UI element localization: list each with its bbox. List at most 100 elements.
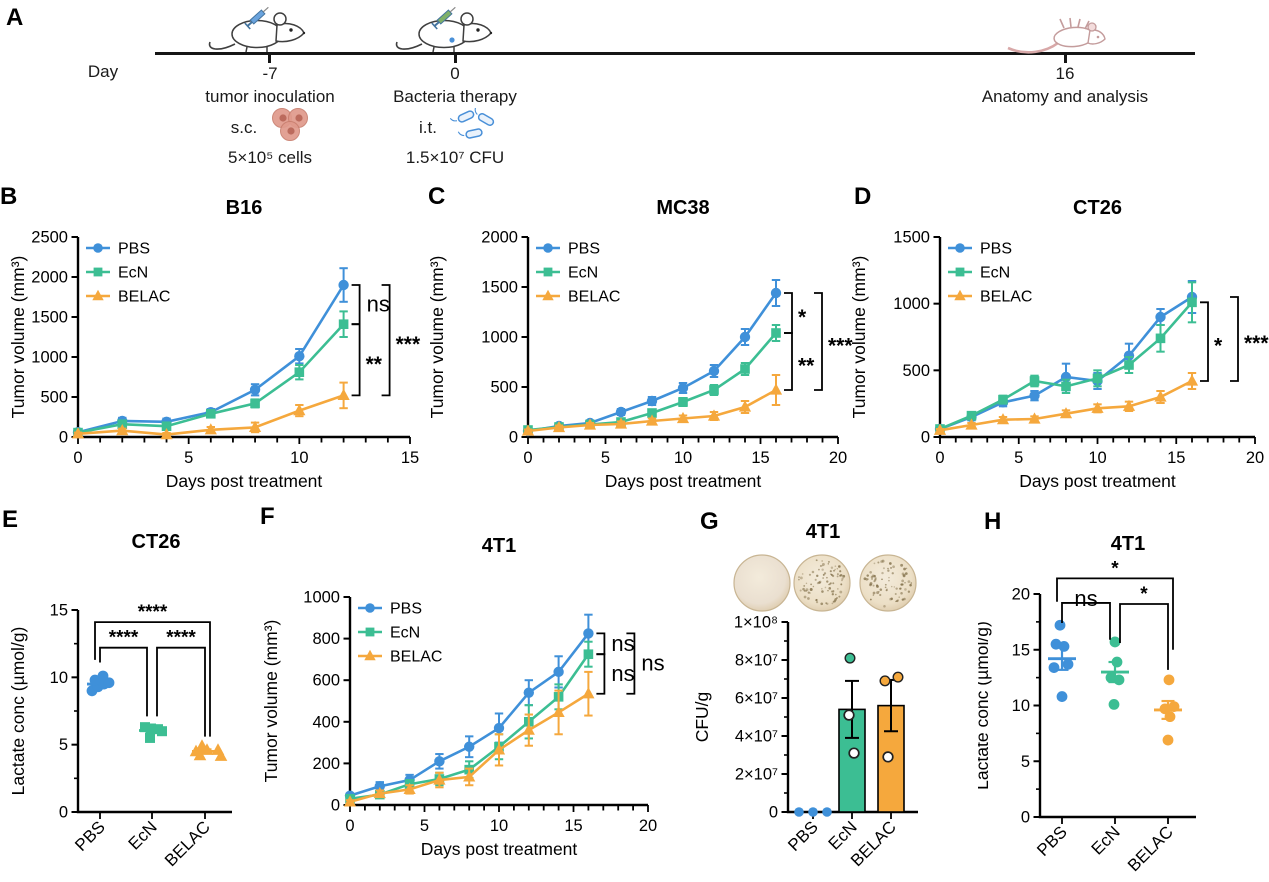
chart-b16-tumor-volume: B16 Tumor volume (mm³) 0 500 1000 1500 2000 250… [0,182,425,490]
svg-text:1000: 1000 [303,589,340,607]
chart-mc38-tumor-volume: MC38 Tumor volume (mm³) 0 500 1000 1500 2000 0 5… [425,182,855,490]
panel-label-h: H [984,508,1002,535]
svg-text:EcN: EcN [118,265,148,282]
svg-text:0: 0 [1021,809,1030,827]
svg-text:5: 5 [1021,753,1030,771]
svg-text:0: 0 [921,429,930,447]
svg-text:0: 0 [59,429,68,447]
svg-text:MC38: MC38 [656,197,709,219]
svg-text:**: ** [798,355,815,378]
svg-text:Lactate conc (µmol/g): Lactate conc (µmol/g) [8,627,28,796]
timeline-tick-day-minus7 [268,52,271,63]
event-title-inoculation: tumor inoculation [205,87,335,106]
svg-text:15: 15 [1012,641,1030,659]
svg-text:0: 0 [331,797,340,815]
bar-ecn [838,652,866,813]
timeline-tick-day16 [1064,52,1067,63]
svg-text:200: 200 [312,755,340,773]
svg-text:15: 15 [401,449,419,467]
svg-text:PBS: PBS [980,241,1012,258]
series-ecn [73,310,349,438]
timeline-day-0: 0 [450,64,460,83]
panel-label-b: B [0,183,18,210]
timeline-axis [155,52,1195,55]
svg-text:BELAC: BELAC [390,649,442,666]
svg-text:Tumor volume (mm³): Tumor volume (mm³) [849,256,869,419]
svg-text:PBS: PBS [784,817,821,854]
svg-text:PBS: PBS [71,817,108,854]
svg-text:BELAC: BELAC [980,289,1032,306]
svg-text:600: 600 [312,672,340,690]
chart-ct26-lactate: CT26 Lactate conc (µmol/g) 0 5 10 15 PBS EcN BEL… [0,500,258,882]
svg-text:Tumor volume (mm³): Tumor volume (mm³) [427,256,447,419]
svg-text:0: 0 [509,429,518,447]
amount-cfu: 1.5×10⁷ CFU [405,148,505,167]
svg-text:Days post treatment: Days post treatment [421,839,578,859]
timeline-tick-day0 [454,52,457,63]
svg-text:PBS: PBS [118,241,150,258]
panel-label-d: D [854,183,872,210]
dead-mouse-icon [1002,14,1118,56]
svg-text:20: 20 [1012,586,1030,604]
svg-text:ns: ns [367,292,390,317]
petri-dish-belac [859,554,917,612]
svg-text:EcN: EcN [980,265,1010,282]
panel-label-e: E [2,506,19,533]
svg-text:0: 0 [73,449,82,467]
svg-text:ns: ns [611,631,634,656]
svg-text:***: *** [1244,332,1269,355]
svg-text:4T1: 4T1 [806,521,840,543]
svg-text:5: 5 [59,736,68,754]
svg-text:1000: 1000 [31,349,68,367]
svg-text:Tumor volume (mm³): Tumor volume (mm³) [8,256,28,419]
mouse-syringe-icon [205,4,321,54]
svg-text:500: 500 [40,389,68,407]
svg-text:1500: 1500 [31,309,68,327]
line-chart-4t1: 4T1 Tumor volume (mm³) 0 200 400 600 800 1000 0 5… [261,535,665,859]
bar-pbs [794,807,832,817]
bacteria-icon [449,107,500,144]
svg-text:20: 20 [639,817,657,835]
svg-text:Days post treatment: Days post treatment [605,471,762,490]
svg-text:500: 500 [902,362,930,380]
svg-text:EcN: EcN [1088,822,1124,858]
svg-text:1000: 1000 [481,329,518,347]
svg-text:400: 400 [312,713,340,731]
svg-text:10: 10 [1012,697,1030,715]
svg-text:EcN: EcN [125,817,161,853]
svg-text:BELAC: BELAC [1124,822,1177,875]
svg-text:0: 0 [59,804,68,822]
svg-text:15: 15 [564,817,582,835]
svg-text:0: 0 [935,449,944,467]
group-ecn [1101,636,1129,710]
chart-4t1-lactate: 4T1 Lactate conc (µmol/g) 0 5 10 15 20 PBS EcN BE… [978,500,1269,882]
svg-text:PBS: PBS [568,241,600,258]
svg-text:0: 0 [769,804,778,822]
svg-text:ns: ns [1074,586,1097,611]
series-belac [521,374,783,436]
event-title-analysis: Anatomy and analysis [981,87,1149,106]
event-title-therapy: Bacteria therapy [393,87,517,106]
svg-text:BELAC: BELAC [118,289,170,306]
svg-text:2000: 2000 [481,229,518,247]
svg-text:***: *** [396,333,421,356]
panel-label-f: F [260,503,276,530]
svg-text:****: **** [166,628,196,649]
svg-text:Tumor volume (mm³): Tumor volume (mm³) [261,620,281,783]
timeline-day-label: Day [87,62,119,81]
legend: PBS EcN BELAC [948,241,1032,306]
svg-text:1500: 1500 [481,279,518,297]
legend: PBS EcN BELAC [358,601,442,666]
line-chart-b16: B16 Tumor volume (mm³) 0 500 1000 1500 2000 250… [8,197,421,490]
series-belac [343,670,595,807]
svg-text:1500: 1500 [893,229,930,247]
group-ecn [139,722,167,743]
series-belac [933,372,1199,435]
line-chart-ct26: CT26 Tumor volume (mm³) 0 500 1000 1500 0 5 10 15… [849,197,1269,490]
group-pbs [1048,619,1076,702]
timeline-day-16: 16 [1055,64,1075,83]
mouse-syringe-icon [392,4,508,54]
series-belac [71,381,350,440]
